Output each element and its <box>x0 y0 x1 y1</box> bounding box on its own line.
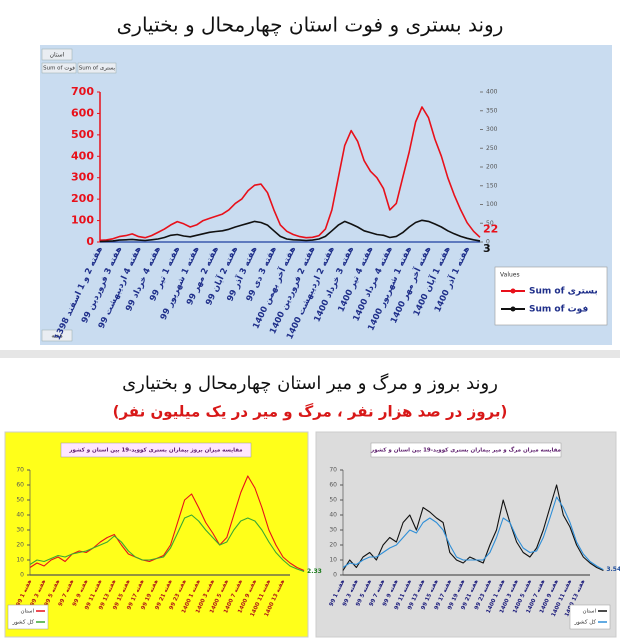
y2-tick-label: 0 <box>486 239 490 246</box>
y-tick-label: 200 <box>71 192 94 205</box>
chart-title: مقایسه میزان مرگ و میر بیماران بستری کوو… <box>370 446 561 454</box>
y-tick-label: 60 <box>16 482 24 489</box>
y2-tick-label: 50 <box>486 220 494 227</box>
chart-title-box <box>60 442 252 458</box>
y-tick-label: 10 <box>329 557 337 564</box>
chart-title: مقایسه میزان بروز بیماران بستری کووید-19… <box>68 447 242 454</box>
axis-field-button[interactable] <box>41 329 73 342</box>
y-tick-label: 100 <box>71 214 94 227</box>
y-tick-label: 30 <box>16 527 24 534</box>
separator <box>0 350 620 358</box>
field-button[interactable] <box>41 62 77 74</box>
y-tick-label: 20 <box>329 542 337 549</box>
y-tick-label: 50 <box>329 497 337 504</box>
y-tick-label: 70 <box>329 467 337 474</box>
y2-tick-label: 400 <box>486 89 498 96</box>
y-tick-label: 0 <box>20 572 24 579</box>
legend-label: کل کشور <box>11 619 34 626</box>
y-tick-label: 700 <box>71 85 94 98</box>
y-tick-label: 50 <box>16 497 24 504</box>
data-label: 3 <box>483 242 491 255</box>
legend-label: کل کشور <box>573 619 596 626</box>
y-tick-label: 300 <box>71 171 94 184</box>
legend-marker <box>510 288 516 294</box>
y-tick-label: 60 <box>329 482 337 489</box>
data-label: 2.33 <box>307 568 322 575</box>
y-tick-label: 600 <box>71 106 94 119</box>
y-tick-label: 400 <box>71 149 94 162</box>
legend-box <box>494 266 608 326</box>
legend-label: Sum of فوت <box>529 305 588 315</box>
chart-panel-incidence <box>4 431 309 638</box>
y2-tick-label: 250 <box>486 145 498 152</box>
field-button[interactable] <box>77 62 117 74</box>
y-tick-label: 0 <box>333 572 337 579</box>
y2-tick-label: 150 <box>486 182 498 189</box>
y2-tick-label: 200 <box>486 164 498 171</box>
series-line <box>342 484 604 572</box>
axis-field-label: هفته <box>51 333 62 340</box>
field-label: Sum of بستری <box>79 66 116 72</box>
series-line <box>29 514 305 573</box>
y-tick-label: 70 <box>16 467 24 474</box>
y-tick-label: 20 <box>16 542 24 549</box>
chart-title-box <box>370 442 562 458</box>
y2-tick-label: 300 <box>486 126 498 133</box>
data-label: 22 <box>483 222 498 235</box>
data-label: 3.54 <box>606 566 620 573</box>
y-tick-label: 10 <box>16 557 24 564</box>
y-tick-label: 30 <box>329 527 337 534</box>
page-title: روند بستری و فوت استان چهارمحال و بختیار… <box>117 13 504 37</box>
legend-box <box>7 604 49 630</box>
filter-label: استان <box>50 52 65 59</box>
y-tick-label: 40 <box>16 512 24 519</box>
legend-marker <box>510 306 516 312</box>
filter-button[interactable] <box>41 48 73 61</box>
legend-label: Sum of بستری <box>529 287 598 297</box>
section-title: روند بروز و مرگ و میر استان چهارمحال و ب… <box>122 373 498 394</box>
series-line <box>99 106 481 242</box>
legend-title: Values <box>500 272 520 279</box>
series-line <box>29 475 305 572</box>
field-label: Sum of فوت <box>43 66 75 72</box>
legend-box <box>569 604 611 630</box>
legend-label: استان <box>582 609 596 615</box>
y-tick-label: 500 <box>71 128 94 141</box>
series-line <box>99 219 481 243</box>
y2-tick-label: 100 <box>486 201 498 208</box>
y-tick-label: 40 <box>329 512 337 519</box>
chart-panel-mortality <box>315 431 617 638</box>
legend-label: استان <box>20 609 34 615</box>
series-line <box>342 496 604 571</box>
section-subtitle: (بروز در صد هزار نفر ، مرگ و میر در یک م… <box>113 403 508 421</box>
y-tick-label: 0 <box>86 235 94 248</box>
y2-tick-label: 350 <box>486 107 498 114</box>
